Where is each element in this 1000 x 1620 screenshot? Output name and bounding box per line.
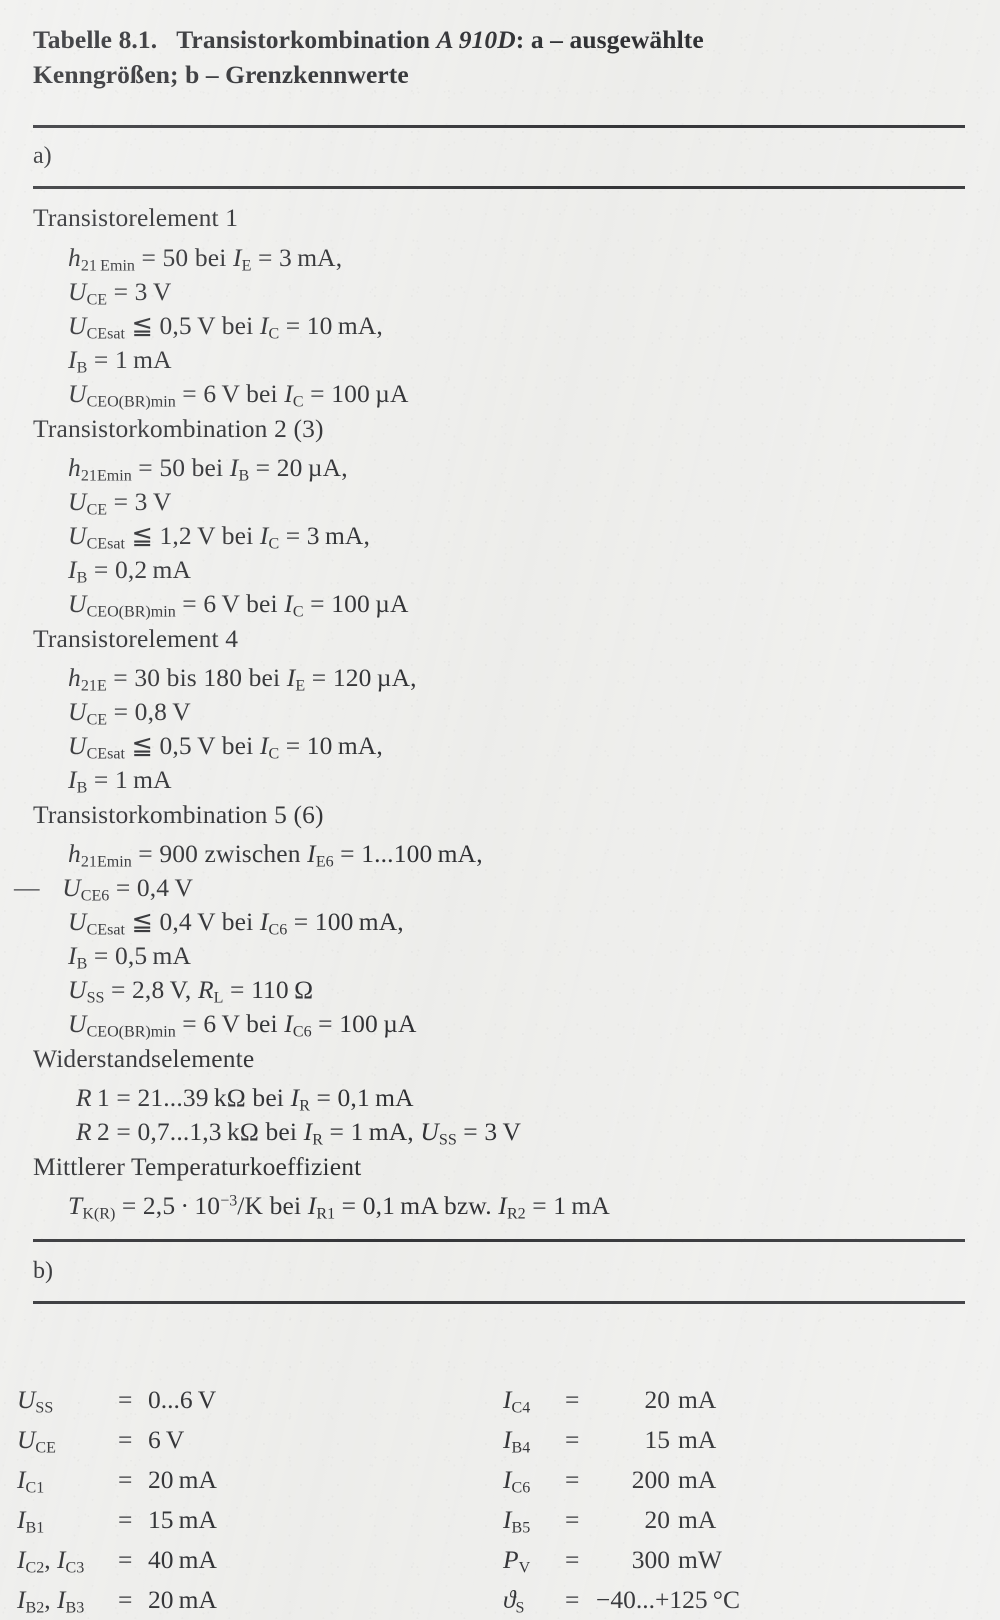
rule-under-b (33, 1301, 965, 1304)
spec-line: UCEsat ≦ 0,4 V bei IC6 = 100 mA, (68, 907, 404, 939)
caption-number: Tabelle 8.1. (33, 25, 158, 54)
spec-line: IB = 0,5 mA (68, 941, 192, 973)
group-heading: Transistorelement 1 (33, 203, 239, 232)
device-designation: A 910D (436, 25, 516, 54)
spec-line: UCEsat ≦ 1,2 V bei IC = 3 mA, (68, 521, 371, 553)
section-b-label: b) (33, 1258, 53, 1284)
spec-line: USS = 2,8 V, RL = 110 Ω (68, 975, 314, 1007)
spec-line: UCEsat ≦ 0,5 V bei IC = 10 mA, (68, 311, 383, 343)
spec-line: h21E = 30 bis 180 bei IE = 120 µA, (68, 663, 417, 695)
spec-line: UCEsat ≦ 0,5 V bei IC = 10 mA, (68, 731, 383, 763)
rule-under-a (33, 186, 965, 189)
spec-line: R 2 = 0,7...1,3 kΩ bei IR = 1 mA, USS = … (76, 1117, 522, 1149)
spec-line: IB = 1 mA (68, 765, 172, 797)
spec-line: UCEO(BR)min = 6 V bei IC = 100 µA (68, 379, 409, 411)
group-heading: Transistorelement 4 (33, 624, 239, 653)
spec-line: UCE = 3 V (68, 277, 172, 309)
group-heading: Transistorkombination 5 (6) (33, 800, 324, 829)
caption-subject: Transistorkombination (176, 25, 431, 54)
group-heading: Transistorkombination 2 (3) (33, 414, 324, 443)
spec-line: UCEO(BR)min = 6 V bei IC6 = 100 µA (68, 1009, 417, 1041)
spec-line: UCE = 3 V (68, 487, 172, 519)
spec-line: h21Emin = 900 zwischen IE6 = 1...100 mA, (68, 839, 483, 871)
spec-line: UCE = 0,8 V (68, 697, 191, 729)
spec-line: h21Emin = 50 bei IB = 20 µA, (68, 453, 348, 485)
group-heading: Widerstandselemente (33, 1044, 255, 1073)
caption-rest: : a – ausgewählte (515, 25, 704, 54)
spec-line: TK(R) = 2,5 · 10−3/K bei IR1 = 0,1 mA bz… (68, 1191, 610, 1223)
spec-line: R 1 = 21...39 kΩ bei IR = 0,1 mA (76, 1083, 414, 1115)
rule-top (33, 125, 965, 128)
rule-above-b (33, 1239, 965, 1242)
table-caption: Tabelle 8.1. Transistorkombination A 910… (33, 22, 965, 92)
spec-line: UCEO(BR)min = 6 V bei IC = 100 µA (68, 589, 409, 621)
spec-line: h21 Emin = 50 bei IE = 3 mA, (68, 243, 343, 275)
caption-line-2: Kenngrößen; b – Grenzkennwerte (33, 60, 409, 89)
spec-line: IB = 1 mA (68, 345, 172, 377)
margin-dash: — UCE6 = 0,4 V (14, 873, 194, 905)
spec-line: IB = 0,2 mA (68, 555, 192, 587)
group-heading: Mittlerer Temperaturkoeffizient (33, 1152, 362, 1181)
section-a-label: a) (33, 143, 52, 169)
